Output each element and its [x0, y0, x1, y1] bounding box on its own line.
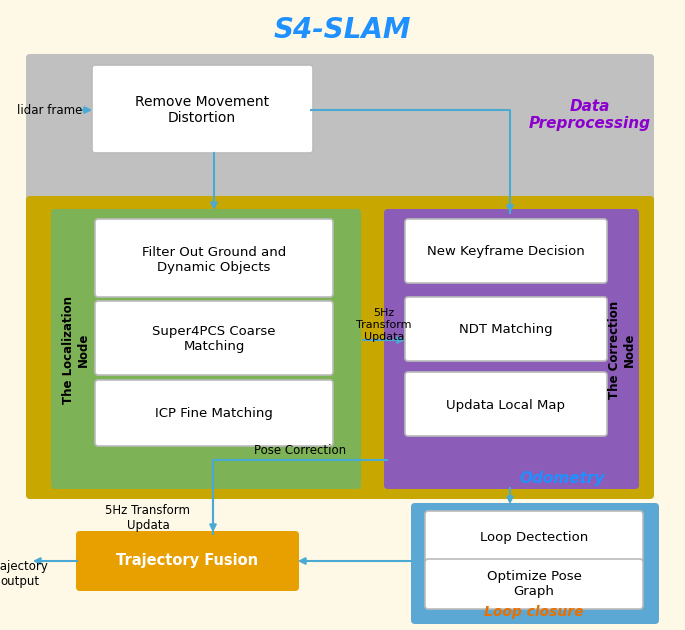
- FancyBboxPatch shape: [405, 297, 607, 361]
- FancyBboxPatch shape: [425, 559, 643, 609]
- FancyBboxPatch shape: [95, 219, 333, 297]
- Text: Optimize Pose
Graph: Optimize Pose Graph: [486, 570, 582, 598]
- FancyBboxPatch shape: [26, 54, 654, 210]
- Text: lidar frame: lidar frame: [17, 103, 83, 117]
- Text: The Correction
Node: The Correction Node: [608, 301, 636, 399]
- Text: ICP Fine Matching: ICP Fine Matching: [155, 408, 273, 420]
- Text: 5Hz
Transform
Updata: 5Hz Transform Updata: [356, 309, 412, 341]
- FancyBboxPatch shape: [411, 503, 659, 624]
- Text: Filter Out Ground and
Dynamic Objects: Filter Out Ground and Dynamic Objects: [142, 246, 286, 274]
- Text: Super4PCS Coarse
Matching: Super4PCS Coarse Matching: [152, 325, 276, 353]
- Text: Trajectory Fusion: Trajectory Fusion: [116, 554, 258, 568]
- FancyBboxPatch shape: [405, 372, 607, 436]
- Text: Updata Local Map: Updata Local Map: [447, 399, 566, 411]
- FancyBboxPatch shape: [95, 380, 333, 446]
- Text: New Keyframe Decision: New Keyframe Decision: [427, 246, 585, 258]
- FancyBboxPatch shape: [92, 65, 313, 153]
- Text: Loop Dectection: Loop Dectection: [480, 530, 588, 544]
- FancyBboxPatch shape: [425, 511, 643, 561]
- FancyBboxPatch shape: [95, 301, 333, 375]
- Text: The Localization
Node: The Localization Node: [62, 296, 90, 404]
- Text: Data
Preprocessing: Data Preprocessing: [529, 99, 651, 131]
- Text: Pose Correction: Pose Correction: [254, 444, 346, 457]
- FancyBboxPatch shape: [384, 209, 639, 489]
- Text: Odometry: Odometry: [520, 471, 605, 486]
- FancyBboxPatch shape: [26, 196, 654, 499]
- Text: Loop closure: Loop closure: [484, 605, 584, 619]
- Text: 5Hz Transform
Updata: 5Hz Transform Updata: [105, 504, 190, 532]
- FancyBboxPatch shape: [76, 531, 299, 591]
- FancyBboxPatch shape: [405, 219, 607, 283]
- Text: Remove Movement
Distortion: Remove Movement Distortion: [135, 95, 269, 125]
- Text: trajectory
output: trajectory output: [0, 560, 49, 588]
- FancyBboxPatch shape: [51, 209, 361, 489]
- Text: S4-SLAM: S4-SLAM: [273, 16, 411, 44]
- Text: NDT Matching: NDT Matching: [459, 323, 553, 336]
